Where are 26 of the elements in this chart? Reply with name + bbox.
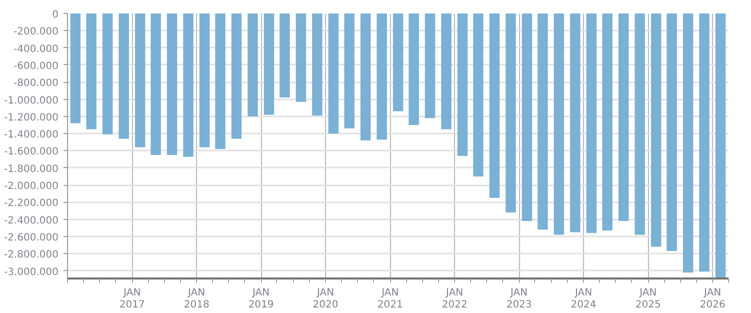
y-tick-label: -3.000.000 (4, 266, 59, 278)
x-tick-label: JAN 2017 (119, 288, 145, 311)
y-tick-label: -800.000 (14, 78, 59, 90)
y-tick-label: -400.000 (14, 44, 59, 55)
y-tick-label: -1.600.000 (4, 146, 59, 158)
x-tick-label: JAN 2024 (570, 288, 596, 311)
x-tick-label: JAN 2022 (442, 288, 468, 311)
y-tick-label: -2.400.000 (4, 215, 59, 226)
y-tick-label: -200.000 (14, 26, 59, 38)
x-tick-label: JAN 2021 (377, 288, 403, 311)
y-tick-label: -600.000 (14, 60, 59, 72)
x-tick-label: JAN 2020 (312, 288, 338, 311)
x-tick-label: JAN 2023 (506, 288, 532, 311)
x-tick-label: JAN 2018 (184, 288, 210, 311)
x-tick-label: JAN 2019 (248, 288, 274, 311)
y-tick-label: -1.000.000 (4, 95, 59, 106)
y-tick-label: -2.000.000 (4, 181, 59, 192)
x-tick-label: JAN 2026 (700, 288, 726, 311)
y-tick-label: -2.600.000 (4, 232, 59, 244)
x-tick-label: JAN 2025 (635, 288, 661, 311)
y-tick-label: -1.400.000 (4, 130, 59, 141)
y-tick-label: 0 (52, 10, 59, 20)
y-tick-label: -2.200.000 (4, 198, 59, 210)
y-tick-label: -1.800.000 (4, 164, 59, 175)
y-tick-label: -1.200.000 (4, 112, 59, 124)
y-tick-label: -2.800.000 (4, 250, 59, 261)
